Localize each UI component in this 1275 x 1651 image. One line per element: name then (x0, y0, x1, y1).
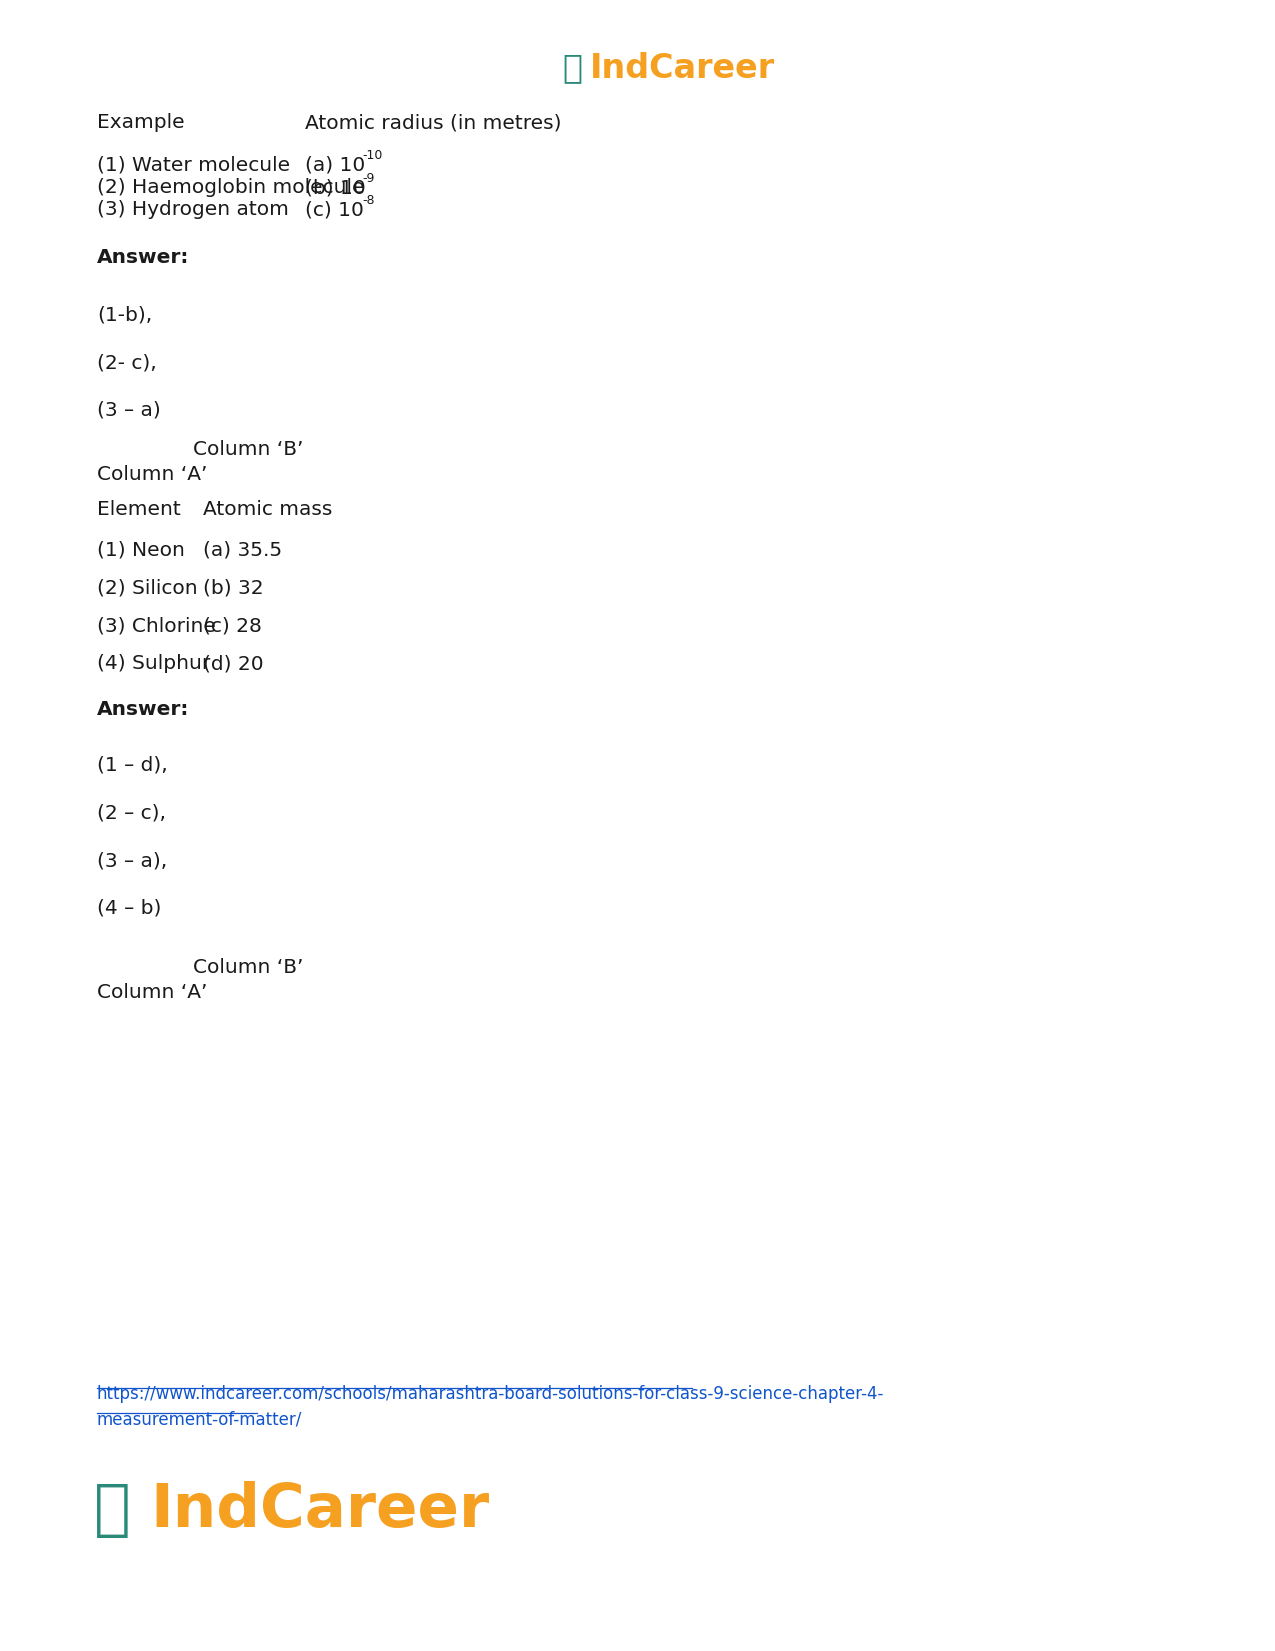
Text: (1) Neon: (1) Neon (97, 540, 185, 560)
Text: (c) 28: (c) 28 (203, 616, 261, 636)
Text: (a) 35.5: (a) 35.5 (203, 540, 282, 560)
Text: ⓔ: ⓔ (93, 1481, 130, 1539)
Text: (3 – a): (3 – a) (97, 400, 161, 419)
Text: (a) 10: (a) 10 (305, 155, 365, 173)
Text: (b) 10: (b) 10 (305, 178, 366, 196)
Text: (1) Water molecule: (1) Water molecule (97, 155, 291, 173)
Text: Element: Element (97, 500, 181, 518)
Text: IndCareer: IndCareer (150, 1481, 490, 1539)
Text: -9: -9 (362, 172, 375, 185)
Text: Column ‘B’: Column ‘B’ (193, 441, 303, 459)
Text: Answer:: Answer: (97, 248, 190, 267)
Text: (2) Haemoglobin molecule: (2) Haemoglobin molecule (97, 178, 365, 196)
Text: Column ‘B’: Column ‘B’ (193, 958, 303, 977)
Text: (4) Sulphur: (4) Sulphur (97, 654, 210, 674)
Text: (1 – d),: (1 – d), (97, 755, 168, 774)
Text: IndCareer: IndCareer (590, 51, 775, 84)
Text: (b) 32: (b) 32 (203, 578, 264, 598)
Text: Column ‘A’: Column ‘A’ (97, 466, 208, 484)
Text: -10: -10 (362, 149, 382, 162)
Text: Answer:: Answer: (97, 700, 190, 718)
Text: https://www.indcareer.com/schools/maharashtra-board-solutions-for-class-9-scienc: https://www.indcareer.com/schools/mahara… (97, 1385, 885, 1403)
Text: Column ‘A’: Column ‘A’ (97, 982, 208, 1002)
Text: Example: Example (97, 112, 185, 132)
Text: (1-b),: (1-b), (97, 305, 152, 324)
Text: Atomic mass: Atomic mass (203, 500, 333, 518)
Text: (2) Silicon: (2) Silicon (97, 578, 198, 598)
Text: -8: -8 (362, 195, 375, 206)
Text: (2- c),: (2- c), (97, 353, 157, 371)
Text: ⓔ: ⓔ (562, 51, 581, 84)
Text: Atomic radius (in metres): Atomic radius (in metres) (305, 112, 561, 132)
Text: (d) 20: (d) 20 (203, 654, 264, 674)
Text: (3 – a),: (3 – a), (97, 850, 167, 870)
Text: (c) 10: (c) 10 (305, 200, 363, 220)
Text: (3) Chlorine: (3) Chlorine (97, 616, 215, 636)
Text: (3) Hydrogen atom: (3) Hydrogen atom (97, 200, 289, 220)
Text: (2 – c),: (2 – c), (97, 802, 166, 822)
Text: measurement-of-matter/: measurement-of-matter/ (97, 1410, 302, 1428)
Text: (4 – b): (4 – b) (97, 898, 162, 916)
